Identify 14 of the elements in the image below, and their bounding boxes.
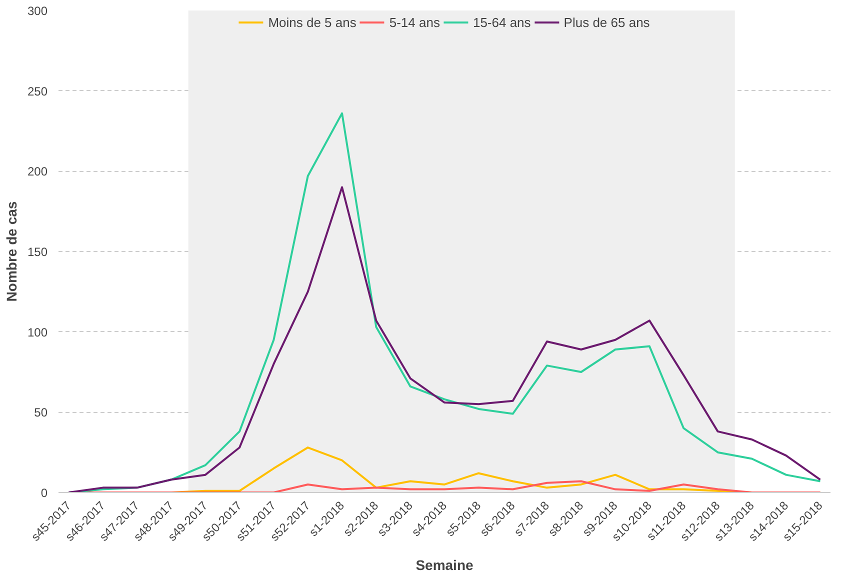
legend-label: Moins de 5 ans [268, 14, 356, 30]
y-axis-title: Nombre de cas [3, 201, 20, 302]
legend-label: Plus de 65 ans [564, 14, 650, 30]
x-axis-title: Semaine [416, 556, 474, 573]
y-tick-label: 50 [34, 406, 48, 420]
y-tick-label: 100 [27, 325, 48, 340]
y-tick-label: 250 [27, 84, 48, 98]
legend-label: 15-64 ans [472, 14, 531, 30]
line-series [68, 186, 822, 492]
y-tick-label: 300 [27, 4, 48, 18]
y-tick-label: 0 [40, 486, 48, 500]
legend-label: 5-14 ans [389, 14, 440, 30]
y-tick-label: 200 [27, 164, 48, 179]
y-tick-label: 150 [27, 245, 48, 259]
